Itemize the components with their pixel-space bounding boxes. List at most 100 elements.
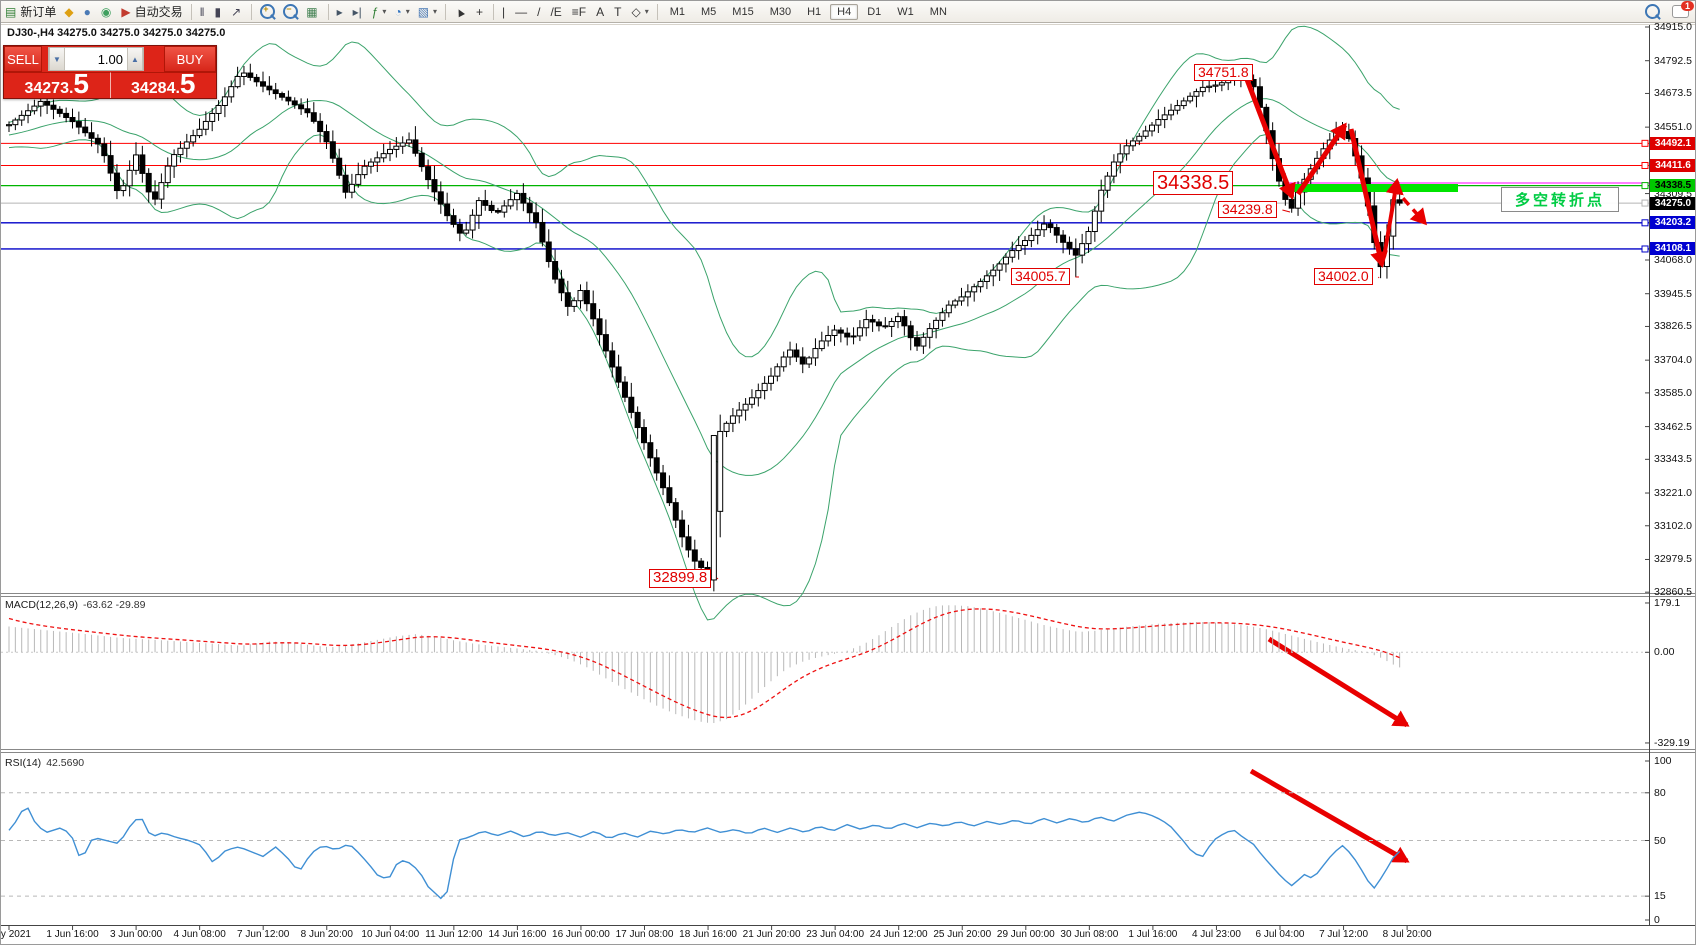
indicators-button[interactable]: ƒ ▾ bbox=[368, 2, 391, 21]
annotation-connector bbox=[1377, 276, 1380, 279]
dropdown-caret-icon: ▾ bbox=[382, 7, 387, 16]
price-axis-tick: 33585.0 bbox=[1654, 386, 1692, 399]
indicators-button-icon: ƒ bbox=[371, 4, 379, 19]
timeframe-m1[interactable]: M1 bbox=[669, 5, 686, 18]
price-annotation[interactable]: 34002.0 bbox=[1314, 268, 1373, 286]
new-order-button[interactable]: ▤ 新订单 bbox=[1, 2, 60, 21]
chart-shift-button-icon: ▸| bbox=[352, 4, 362, 19]
chart-shift-button[interactable]: ▸| bbox=[349, 2, 368, 21]
crosshair-button[interactable]: + bbox=[472, 2, 489, 21]
timeframe-h4[interactable]: H4 bbox=[830, 3, 859, 20]
vline-button[interactable]: | bbox=[498, 2, 511, 21]
periods-button[interactable]: ◔ ▾ bbox=[390, 2, 413, 21]
price-annotation[interactable]: 34751.8 bbox=[1194, 64, 1253, 82]
buy-price-button[interactable]: 34284. 5 bbox=[110, 70, 216, 98]
toolbar-separator bbox=[445, 3, 447, 20]
time-axis-label: 8 Jun 20:00 bbox=[300, 929, 353, 940]
time-axis-label: 23 Jun 04:00 bbox=[806, 929, 865, 940]
line-anchor-marker bbox=[1641, 219, 1649, 227]
candle-chart-button-icon: ▮ bbox=[214, 4, 222, 19]
market-button[interactable]: ◆ bbox=[60, 2, 79, 21]
highlight-bar[interactable] bbox=[1288, 184, 1458, 192]
channel-button[interactable]: /E bbox=[546, 2, 567, 21]
label-button[interactable]: T bbox=[610, 2, 627, 21]
dropdown-caret-icon: ▾ bbox=[644, 7, 649, 16]
line-anchor-marker bbox=[1641, 182, 1649, 190]
price-annotation[interactable]: 34239.8 bbox=[1218, 201, 1277, 219]
annotation-connector bbox=[1282, 209, 1291, 213]
timeframe-d1[interactable]: D1 bbox=[867, 5, 882, 18]
rsi-trend-arrow[interactable] bbox=[1249, 768, 1410, 864]
time-axis-label: 21 Jun 20:00 bbox=[742, 929, 801, 940]
time-axis-label: 14 Jun 16:00 bbox=[488, 929, 547, 940]
notification-badge: 1 bbox=[1680, 1, 1694, 11]
buy-button[interactable]: BUY bbox=[164, 46, 216, 72]
price-annotation[interactable]: 32899.8 bbox=[649, 569, 712, 588]
turning-point-annotation[interactable]: 多空转折点 bbox=[1501, 187, 1619, 212]
time-axis-label: 30 Jun 08:00 bbox=[1060, 929, 1119, 940]
timeframe-h1[interactable]: H1 bbox=[807, 5, 822, 18]
trend-arrow[interactable] bbox=[1243, 76, 1296, 200]
hline-button[interactable]: — bbox=[511, 2, 533, 21]
price-axis-tick: 34551.0 bbox=[1654, 121, 1692, 134]
volume-value[interactable]: 1.00 bbox=[97, 51, 123, 67]
rsi-axis-tick: 100 bbox=[1654, 755, 1672, 767]
price-badge: 34411.6 bbox=[1650, 158, 1695, 172]
fibonacci-button[interactable]: ≡F bbox=[568, 2, 592, 21]
price-badge: 34338.5 bbox=[1650, 179, 1695, 193]
volume-stepper[interactable]: ▼ 1.00 ▲ bbox=[48, 47, 144, 71]
zoom-in-button[interactable]: + bbox=[256, 2, 279, 21]
notifications-icon[interactable]: 1 bbox=[1672, 1, 1694, 18]
macd-axis-tick: 179.1 bbox=[1654, 596, 1681, 609]
cursor-button[interactable]: ▲ bbox=[450, 2, 472, 21]
trend-arrow[interactable] bbox=[1382, 178, 1404, 258]
rsi-axis-tick: 0 bbox=[1654, 914, 1660, 926]
channel-button-icon: /E bbox=[550, 4, 562, 19]
auto-scroll-button[interactable]: ▸ bbox=[333, 2, 349, 21]
price-annotation[interactable]: 34005.7 bbox=[1011, 268, 1070, 286]
time-axis-label: 18 Jun 16:00 bbox=[679, 929, 737, 940]
trend-arrow[interactable] bbox=[1348, 128, 1388, 268]
trendline-button[interactable]: / bbox=[533, 2, 546, 21]
shapes-button[interactable]: ◇ ▾ bbox=[627, 2, 652, 21]
text-button[interactable]: A bbox=[592, 2, 610, 21]
macd-axis-tick: -329.19 bbox=[1654, 736, 1690, 749]
chart-info-title: DJ30-,H4 34275.0 34275.0 34275.0 34275.0 bbox=[7, 27, 226, 39]
timeframe-mn[interactable]: MN bbox=[929, 5, 947, 18]
time-axis-label: 4 Jul 23:00 bbox=[1191, 929, 1241, 940]
timeframe-w1[interactable]: W1 bbox=[897, 5, 914, 18]
cursor-button-icon: ▲ bbox=[451, 2, 469, 21]
time-axis-label: 7 Jun 12:00 bbox=[237, 929, 290, 940]
bollinger-lower bbox=[8, 133, 1400, 621]
volume-up-button[interactable]: ▲ bbox=[127, 48, 143, 70]
templates-button-icon: ▧ bbox=[417, 4, 430, 19]
search-icon[interactable] bbox=[1645, 4, 1660, 19]
trend-arrow[interactable] bbox=[1295, 122, 1348, 196]
sell-price-button[interactable]: 34273. 5 bbox=[4, 70, 111, 98]
candle-chart-button[interactable]: ▮ bbox=[211, 2, 228, 21]
label-button-icon: T bbox=[614, 4, 622, 19]
templates-button[interactable]: ▧ ▾ bbox=[414, 2, 441, 21]
community-button-icon: ● bbox=[83, 4, 91, 19]
toolbar-separator bbox=[656, 3, 658, 20]
volume-down-button[interactable]: ▼ bbox=[49, 48, 65, 70]
timeframe-m5[interactable]: M5 bbox=[701, 5, 717, 18]
price-axis-tick: 33221.0 bbox=[1654, 487, 1692, 500]
auto-trading-button[interactable]: ▶ 自动交易 bbox=[117, 2, 186, 21]
community-button[interactable]: ● bbox=[80, 2, 97, 21]
line-anchor-marker bbox=[1641, 139, 1649, 147]
tile-windows-button[interactable]: ▦ bbox=[302, 2, 323, 21]
line-chart-button[interactable]: ↗ bbox=[227, 2, 247, 21]
zoom-out-button[interactable]: − bbox=[279, 2, 302, 21]
time-axis-label: 11 Jun 12:00 bbox=[425, 929, 483, 940]
signals-button[interactable]: ◉ bbox=[97, 2, 117, 21]
trend-arrow[interactable] bbox=[1391, 185, 1427, 226]
timeframe-m30[interactable]: M30 bbox=[769, 5, 792, 18]
sell-button[interactable]: SELL bbox=[4, 46, 42, 72]
price-annotation[interactable]: 34338.5 bbox=[1153, 171, 1234, 195]
macd-trend-arrow[interactable] bbox=[1267, 636, 1410, 728]
bar-chart-button[interactable]: ‖ bbox=[196, 2, 211, 21]
timeframe-m15[interactable]: M15 bbox=[732, 5, 754, 18]
toolbar-separator bbox=[251, 3, 253, 20]
